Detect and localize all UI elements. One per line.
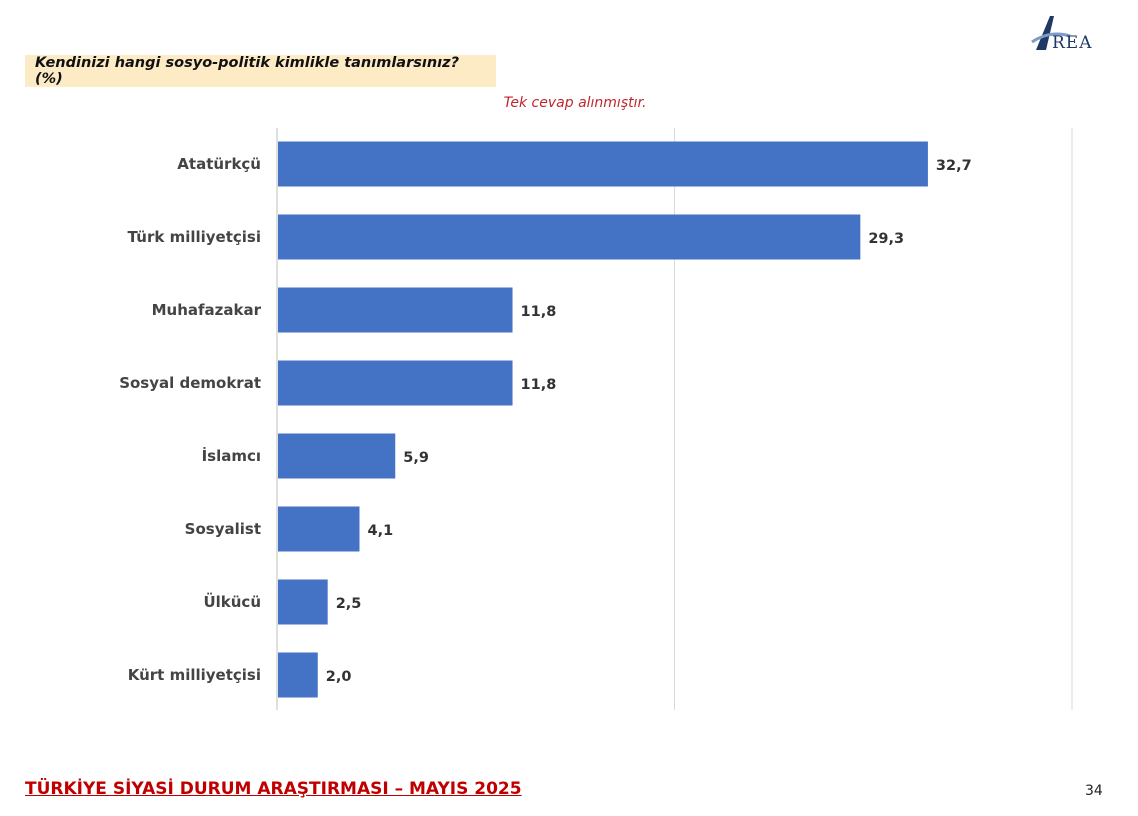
value-label: 2,0 <box>326 669 352 685</box>
category-label: Kürt milliyetçisi <box>128 666 261 684</box>
value-label: 11,8 <box>521 304 557 320</box>
category-label: Türk milliyetçisi <box>128 228 262 246</box>
value-label: 2,5 <box>336 596 362 612</box>
note-text: Tek cevap alınmıştır. <box>503 95 647 111</box>
bar <box>278 360 513 406</box>
bar <box>278 506 360 552</box>
question-box: Kendinizi hangi sosyo-politik kimlikle t… <box>25 55 496 87</box>
area-logo-icon <box>1031 16 1071 50</box>
category-label: Atatürkçü <box>177 155 261 173</box>
value-label: 32,7 <box>936 158 972 174</box>
question-text: Kendinizi hangi sosyo-politik kimlikle t… <box>35 55 459 87</box>
logo-text: REA <box>1052 33 1093 53</box>
bar <box>278 141 928 187</box>
bar <box>278 433 396 479</box>
bar <box>278 214 861 260</box>
category-label: Sosyal demokrat <box>119 374 261 392</box>
bar <box>278 652 318 698</box>
bar <box>278 579 328 625</box>
category-label: Muhafazakar <box>152 301 262 319</box>
value-label: 4,1 <box>367 523 393 539</box>
bar <box>278 287 513 333</box>
value-label: 11,8 <box>521 377 557 393</box>
bar-chart: Atatürkçü 32,7 Türk milliyetçisi 29,3 Muhafa… <box>119 128 1073 710</box>
category-label: İslamcı <box>202 446 261 465</box>
category-label: Sosyalist <box>185 520 261 538</box>
value-label: 5,9 <box>403 450 429 466</box>
category-label: Ülkücü <box>203 592 261 611</box>
footer-title: TÜRKİYE SİYASİ DURUM ARAŞTIRMASI – MAYIS… <box>25 779 522 799</box>
page-number: 34 <box>1085 783 1103 799</box>
value-label: 29,3 <box>868 231 904 247</box>
